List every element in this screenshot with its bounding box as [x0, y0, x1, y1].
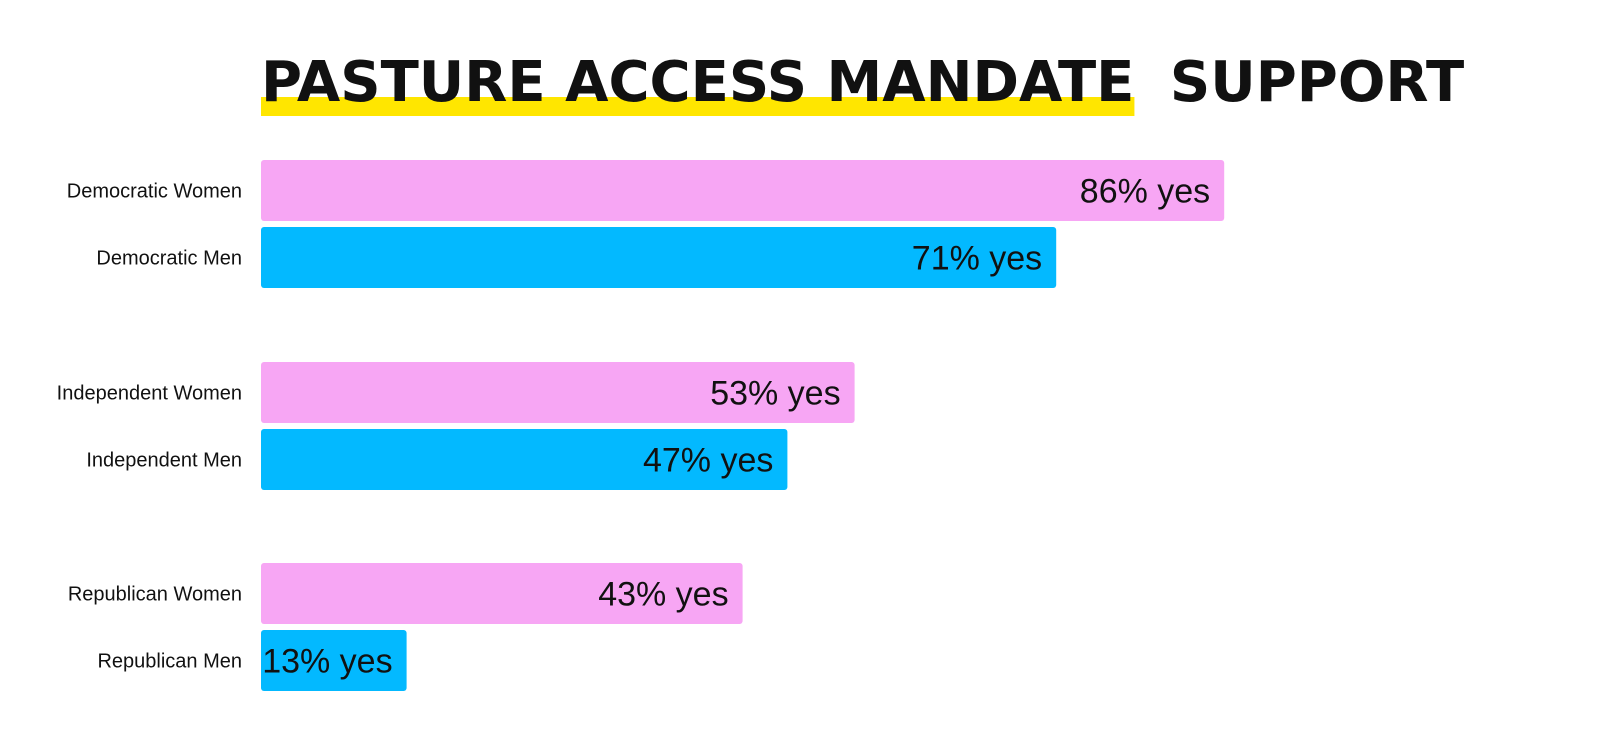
title-highlight-bar — [261, 97, 1135, 116]
title-rest-part: SUPPORT — [1170, 50, 1464, 115]
category-label: Democratic Men — [96, 248, 242, 270]
bar — [261, 160, 1225, 221]
title: PASTURE ACCESS MANDATE SUPPORT — [261, 50, 1464, 115]
data-label: 43% yes — [598, 576, 728, 614]
data-label: 47% yes — [643, 442, 773, 480]
data-label: 71% yes — [912, 240, 1042, 278]
data-label: 53% yes — [710, 375, 840, 413]
bars-group: Democratic Women 86% yes Democratic Men 71%… — [57, 160, 1225, 691]
bar — [261, 630, 407, 691]
category-label: Independent Women — [57, 383, 242, 405]
category-label: Democratic Women — [67, 181, 242, 203]
category-label: Republican Men — [97, 651, 242, 673]
data-label: 13% yes — [262, 643, 392, 681]
category-label: Republican Women — [68, 584, 242, 606]
bar — [261, 563, 743, 624]
category-label: Independent Men — [86, 450, 242, 472]
chart-title: PASTURE ACCESS MANDATE SUPPORT — [261, 50, 1464, 116]
bar — [261, 429, 788, 490]
bar — [261, 227, 1057, 288]
title-highlighted-part: PASTURE ACCESS MANDATE — [261, 50, 1134, 115]
bar — [261, 362, 855, 423]
data-label: 86% yes — [1080, 173, 1210, 211]
